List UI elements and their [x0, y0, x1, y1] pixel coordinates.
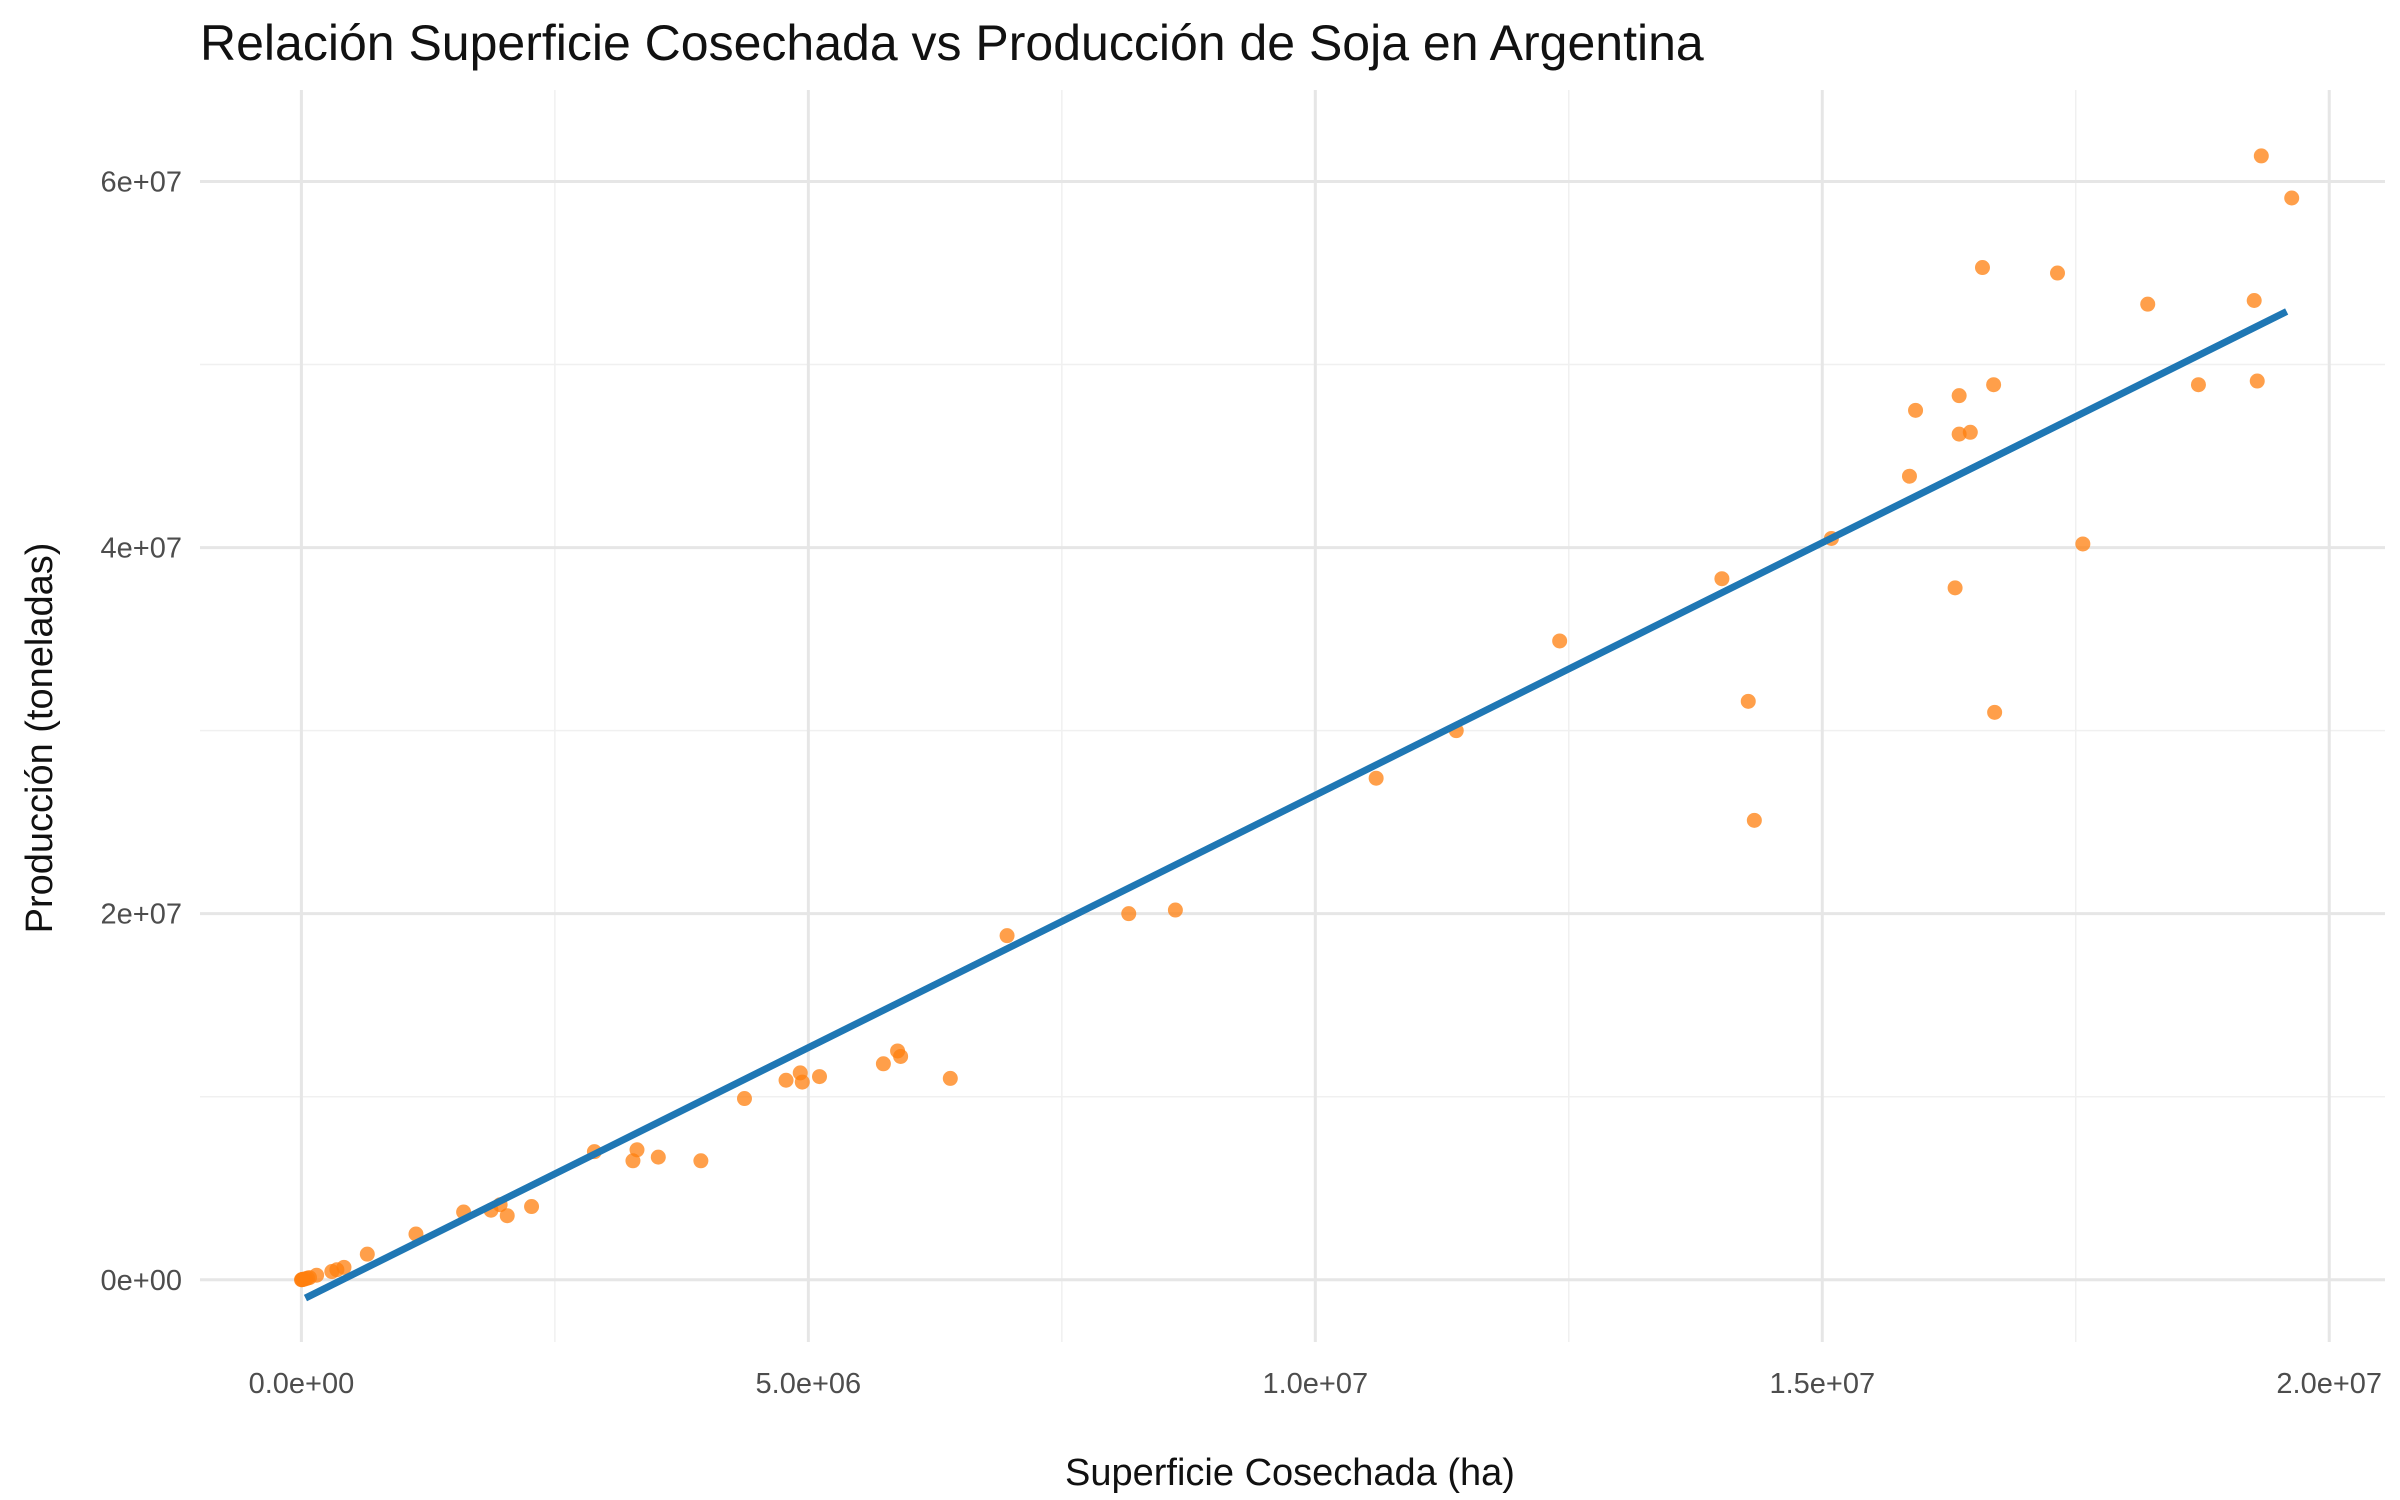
minor-gridlines — [200, 90, 2385, 1342]
data-point — [336, 1259, 352, 1275]
data-point — [999, 928, 1015, 944]
data-point — [1908, 402, 1924, 418]
data-point — [736, 1091, 752, 1107]
data-point — [2190, 377, 2206, 393]
data-point — [812, 1069, 828, 1085]
y-axis-ticks: 0e+00 2e+07 4e+07 6e+07 — [101, 167, 182, 1297]
data-point — [1951, 388, 1967, 404]
y-tick-label: 2e+07 — [101, 899, 182, 931]
data-point — [693, 1153, 709, 1169]
x-axis-ticks: 0.0e+00 5.0e+06 1.0e+07 1.5e+07 2.0e+07 — [249, 1368, 2382, 1400]
data-point — [2253, 148, 2269, 164]
data-point — [1951, 426, 1967, 442]
data-point — [942, 1070, 958, 1086]
data-point — [794, 1074, 810, 1090]
data-point — [1962, 424, 1978, 440]
x-tick-label: 1.5e+07 — [1769, 1368, 1875, 1400]
data-point — [778, 1072, 794, 1088]
data-point — [2249, 373, 2265, 389]
scatter-points — [293, 148, 2300, 1288]
data-point — [1121, 906, 1137, 922]
data-point — [875, 1056, 891, 1072]
data-point — [2284, 190, 2300, 206]
y-tick-label: 4e+07 — [101, 533, 182, 565]
data-point — [524, 1199, 540, 1215]
data-point — [1167, 902, 1183, 918]
x-axis-title: Superficie Cosechada (ha) — [1065, 1452, 1515, 1494]
data-point — [1552, 633, 1568, 649]
data-point — [499, 1208, 515, 1224]
data-point — [1947, 580, 1963, 596]
data-point — [309, 1267, 325, 1283]
y-tick-label: 6e+07 — [101, 167, 182, 199]
data-point — [1901, 468, 1917, 484]
data-point — [359, 1246, 375, 1262]
regression-line-group — [303, 308, 2289, 1302]
data-point — [2140, 296, 2156, 312]
y-tick-label: 0e+00 — [101, 1265, 182, 1297]
data-point — [1986, 377, 2002, 393]
data-point — [2075, 536, 2091, 552]
data-point — [1974, 260, 1990, 276]
chart-title: Relación Superficie Cosechada vs Producc… — [200, 15, 1704, 71]
data-point — [1746, 812, 1762, 828]
data-point — [893, 1048, 909, 1064]
data-point — [1987, 704, 2003, 720]
data-point — [629, 1142, 645, 1158]
data-point — [1714, 571, 1730, 587]
x-tick-label: 5.0e+06 — [756, 1368, 862, 1400]
data-point — [2246, 292, 2262, 308]
data-point — [1740, 693, 1756, 709]
x-tick-label: 0.0e+00 — [249, 1368, 355, 1400]
data-point — [650, 1149, 666, 1165]
y-axis-title: Producción (toneladas) — [19, 543, 61, 934]
x-tick-label: 1.0e+07 — [1262, 1368, 1368, 1400]
major-gridlines — [200, 90, 2385, 1342]
x-tick-label: 2.0e+07 — [2276, 1368, 2382, 1400]
data-point — [2050, 265, 2066, 281]
regression-line — [303, 308, 2289, 1302]
data-point — [1368, 770, 1384, 786]
